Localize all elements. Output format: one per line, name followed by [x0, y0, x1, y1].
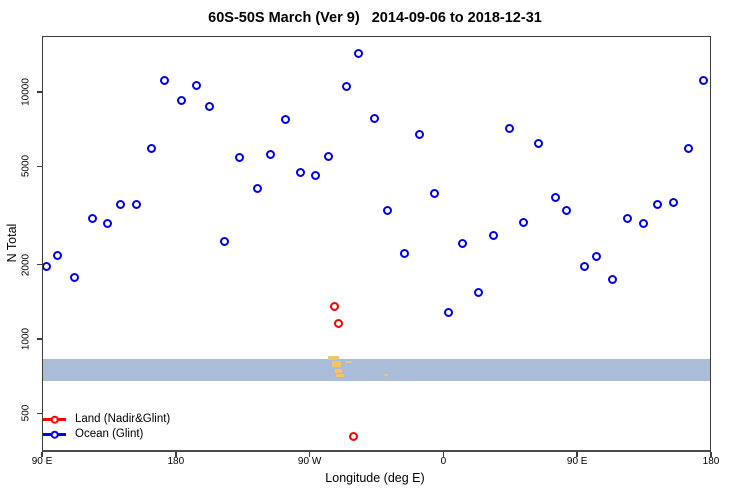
chart-title: 60S-50S March (Ver 9) 2014-09-06 to 2018… [208, 10, 542, 26]
y-tick-label: 500 [20, 405, 32, 422]
land-map-mark [331, 361, 341, 368]
y-tick-mark [37, 338, 42, 340]
data-point-ocean [505, 123, 515, 133]
y-axis-title: N Total [5, 223, 19, 263]
legend-label-land: Land (Nadir&Glint) [75, 413, 171, 425]
data-point-ocean [295, 168, 305, 178]
legend-circle-icon-ocean [50, 430, 59, 439]
data-point-ocean [639, 218, 649, 228]
data-point-ocean [205, 102, 215, 112]
data-point-ocean [252, 183, 262, 193]
data-point-ocean [324, 152, 334, 162]
data-point-land [349, 432, 359, 442]
data-point-ocean [668, 198, 678, 208]
y-tick-label: 10000 [20, 78, 32, 106]
legend: Land (Nadir&Glint) Ocean (Glint) [43, 412, 170, 442]
data-point-ocean [280, 115, 290, 125]
legend-item-ocean: Ocean (Glint) [43, 427, 170, 442]
x-tick-mark [308, 452, 311, 457]
data-point-ocean [353, 48, 363, 58]
data-point-ocean [219, 236, 229, 246]
land-map-mark [384, 373, 389, 376]
data-point-ocean [457, 238, 467, 248]
land-map-mark [344, 361, 352, 364]
data-point-ocean [518, 217, 528, 227]
x-tick-mark [41, 452, 43, 457]
legend-swatch-land [43, 414, 66, 426]
data-point-ocean [533, 139, 543, 149]
data-point-ocean [310, 171, 320, 181]
legend-swatch-ocean [43, 429, 66, 441]
data-point-ocean [147, 143, 157, 153]
data-point-ocean [234, 153, 244, 163]
x-tick-label: 90 E [31, 456, 53, 467]
y-tick-mark [37, 91, 42, 93]
data-point-ocean [102, 218, 112, 228]
x-tick-label: 90 E [566, 456, 588, 467]
data-point-ocean [176, 96, 186, 106]
data-point-ocean [489, 230, 499, 240]
legend-item-land: Land (Nadir&Glint) [43, 412, 170, 427]
data-point-land [334, 319, 344, 329]
x-tick-mark [442, 452, 445, 457]
data-point-ocean [53, 251, 63, 261]
data-point-ocean [622, 214, 632, 224]
data-point-ocean [69, 273, 79, 283]
data-point-ocean [474, 287, 484, 297]
data-point-ocean [683, 143, 693, 153]
x-tick-label: 90 W [297, 456, 322, 467]
data-point-ocean [591, 252, 601, 262]
x-axis-title: Longitude (deg E) [325, 471, 425, 485]
data-point-ocean [429, 189, 439, 199]
data-point-ocean [370, 113, 380, 123]
data-point-ocean [652, 199, 662, 209]
data-point-ocean [160, 75, 170, 85]
data-point-ocean [383, 205, 393, 215]
highlight-band [42, 358, 711, 381]
y-tick-label: 5000 [20, 155, 32, 178]
data-point-ocean [266, 150, 276, 160]
y-tick-label: 1000 [20, 327, 32, 351]
data-point-ocean [698, 75, 708, 85]
legend-circle-icon-land [50, 415, 59, 424]
land-map-mark [335, 368, 343, 373]
data-point-ocean [399, 248, 409, 258]
data-point-ocean [444, 308, 454, 318]
x-tick-label: 180 [702, 456, 720, 467]
data-point-ocean [341, 81, 351, 91]
data-point-ocean [87, 214, 97, 224]
y-tick-label: 2000 [20, 253, 32, 276]
data-point-ocean [115, 199, 125, 209]
x-tick-label: 0 [440, 456, 447, 467]
land-map-mark [336, 374, 345, 378]
x-tick-mark [175, 452, 177, 457]
x-tick-mark [576, 452, 578, 457]
data-point-ocean [41, 262, 51, 272]
data-point-ocean [607, 274, 617, 284]
plot-area-border [42, 36, 711, 452]
x-tick-mark [710, 452, 712, 457]
legend-label-ocean: Ocean (Glint) [75, 428, 144, 440]
y-tick-mark [37, 165, 42, 168]
data-point-ocean [551, 192, 561, 202]
y-tick-mark [37, 263, 42, 266]
land-map-mark [327, 356, 339, 361]
data-point-ocean [579, 262, 589, 272]
data-point-ocean [132, 199, 142, 209]
y-tick-mark [37, 412, 42, 415]
data-point-land [329, 301, 339, 311]
data-point-ocean [414, 130, 424, 140]
data-point-ocean [561, 205, 571, 215]
data-point-ocean [191, 80, 201, 90]
x-tick-label: 180 [167, 456, 185, 467]
